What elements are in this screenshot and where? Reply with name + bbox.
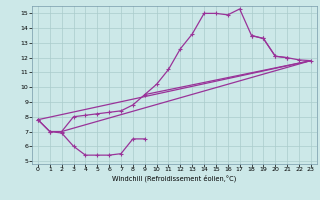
X-axis label: Windchill (Refroidissement éolien,°C): Windchill (Refroidissement éolien,°C) xyxy=(112,175,236,182)
